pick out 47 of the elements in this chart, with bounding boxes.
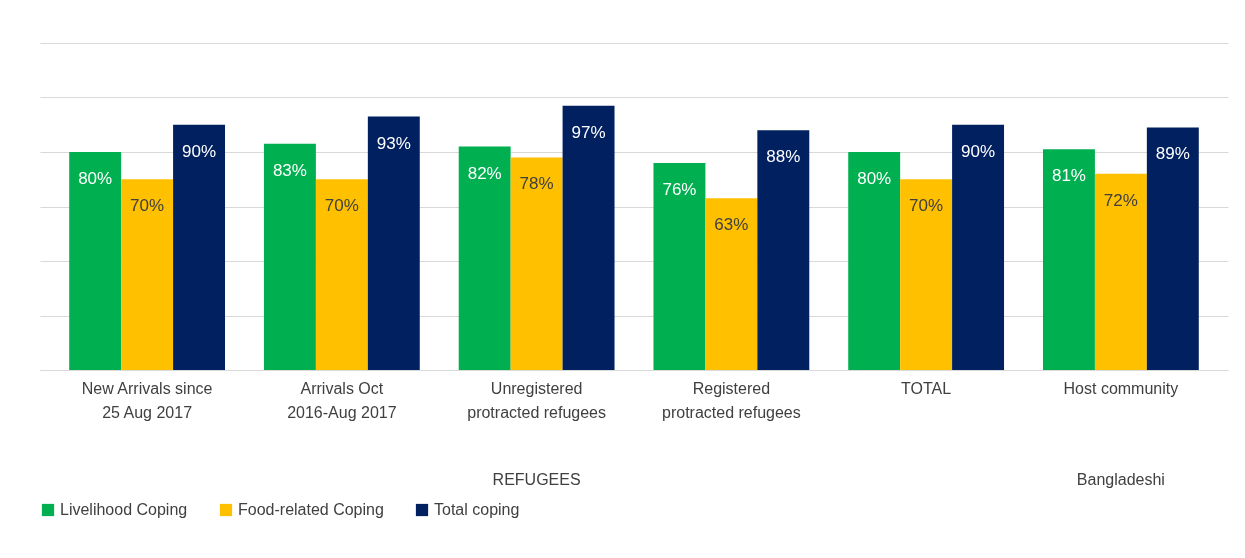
x-tick-label: New Arrivals since 25 Aug 2017 <box>81 379 213 421</box>
bar <box>848 152 901 370</box>
data-label: 80% <box>78 169 113 188</box>
x-tick-label: Host community <box>1063 379 1179 397</box>
text: Bangladeshi <box>1076 471 1165 488</box>
bar <box>1146 127 1199 370</box>
bar <box>1094 173 1147 370</box>
bar <box>263 143 316 370</box>
bar <box>315 179 368 370</box>
bar <box>510 157 563 370</box>
data-label: 72% <box>1103 190 1138 210</box>
bar <box>367 116 420 370</box>
bar <box>900 179 953 370</box>
bar <box>952 124 1005 370</box>
bar <box>562 105 615 370</box>
data-label: 70% <box>909 196 944 216</box>
data-label: 97% <box>571 122 606 142</box>
legend-label: Food-related Coping <box>238 501 384 518</box>
data-label: 80% <box>857 169 892 188</box>
data-label: 70% <box>130 196 165 216</box>
data-label: 90% <box>961 141 996 161</box>
text: REFUGEES <box>492 471 581 488</box>
x-tick-label: Arrivals Oct 2016-Aug 2017 <box>287 379 397 421</box>
x-tick-label: TOTAL <box>901 379 952 397</box>
legend-label: Total coping <box>434 501 520 518</box>
bar <box>1042 149 1095 370</box>
data-label: 93% <box>376 133 411 153</box>
bar <box>121 179 174 370</box>
data-label: 70% <box>324 196 359 216</box>
x-tick-label: Registered protracted refugees <box>662 379 801 421</box>
data-label: 78% <box>519 174 554 194</box>
data-label: 81% <box>1051 166 1086 186</box>
bar <box>458 146 511 370</box>
bar <box>757 130 810 370</box>
data-label: 89% <box>1155 144 1190 164</box>
data-label: 90% <box>182 141 217 161</box>
data-label: 88% <box>766 147 801 167</box>
data-label: 83% <box>272 160 307 180</box>
data-label: 63% <box>714 215 749 235</box>
x-tick-label: Unregistered protracted refugees <box>467 379 606 421</box>
legend-label: Livelihood Coping <box>60 501 188 518</box>
bar <box>705 198 758 370</box>
bar <box>173 124 226 370</box>
bar <box>69 152 122 370</box>
data-label: 82% <box>467 163 502 183</box>
bar <box>653 162 706 370</box>
data-label: 76% <box>662 179 697 199</box>
